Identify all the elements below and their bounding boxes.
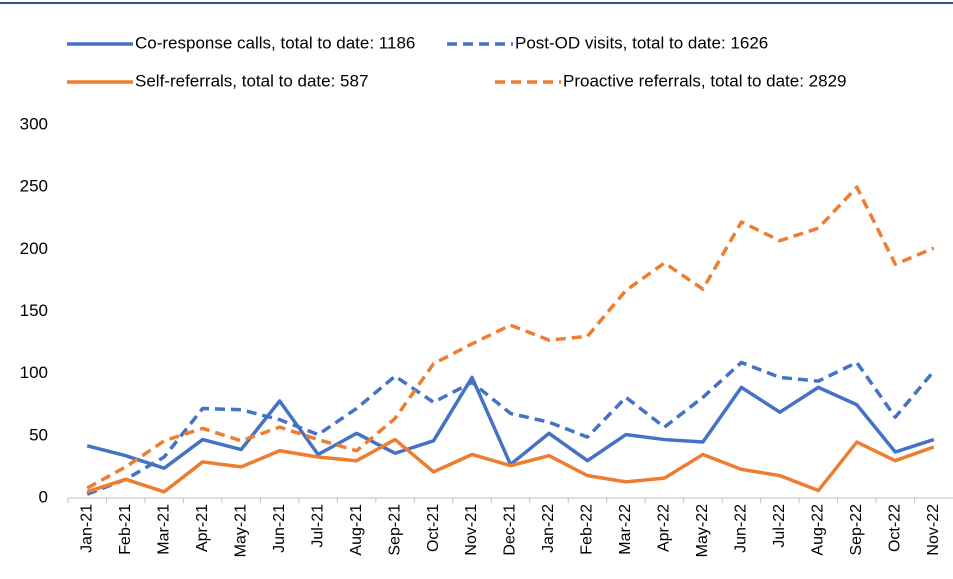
series-line (86, 375, 935, 470)
x-tick-label: Mar-22 (617, 504, 634, 555)
x-tick-label: Jan-21 (78, 504, 95, 553)
legend-label: Self-referrals, total to date: 587 (135, 71, 368, 90)
x-tick-label: Aug-22 (810, 504, 827, 556)
y-tick-label: 50 (29, 425, 48, 444)
y-tick-label: 300 (20, 114, 48, 133)
x-tick-label: Feb-22 (579, 504, 596, 555)
x-tick-label: Feb-21 (117, 504, 134, 555)
x-tick-label: Apr-21 (194, 504, 211, 552)
x-tick-label: Jul-22 (771, 504, 788, 548)
x-tick-label: Nov-21 (463, 504, 480, 556)
x-tick-label: Nov-22 (925, 504, 942, 556)
x-tick-label: Aug-21 (348, 504, 365, 556)
x-tick-label: Jan-22 (540, 504, 557, 553)
x-tick-label: Sep-22 (848, 504, 865, 556)
x-tick-label: Mar-21 (155, 504, 172, 555)
series-line (86, 360, 936, 496)
x-tick-label: Sep-21 (386, 504, 403, 556)
x-tick-label: Jun-22 (733, 504, 750, 553)
legend-label: Post-OD visits, total to date: 1626 (515, 33, 768, 52)
series-line (86, 437, 935, 494)
legend-label: Proactive referrals, total to date: 2829 (563, 71, 847, 90)
y-tick-label: 200 (20, 239, 48, 258)
x-tick-label: Apr-22 (656, 504, 673, 552)
y-tick-label: 0 (39, 487, 48, 506)
y-tick-label: 100 (20, 363, 48, 382)
x-tick-label: Jul-21 (309, 504, 326, 548)
x-tick-label: Jun-21 (271, 504, 288, 553)
x-tick-label: Oct-21 (425, 504, 442, 552)
x-tick-label: May-22 (694, 504, 711, 557)
x-tick-label: Oct-22 (887, 504, 904, 552)
y-tick-label: 150 (20, 301, 48, 320)
y-tick-label: 250 (20, 177, 48, 196)
x-tick-label: May-21 (232, 504, 249, 557)
legend-label: Co-response calls, total to date: 1186 (135, 33, 415, 52)
x-tick-label: Dec-21 (502, 504, 519, 556)
